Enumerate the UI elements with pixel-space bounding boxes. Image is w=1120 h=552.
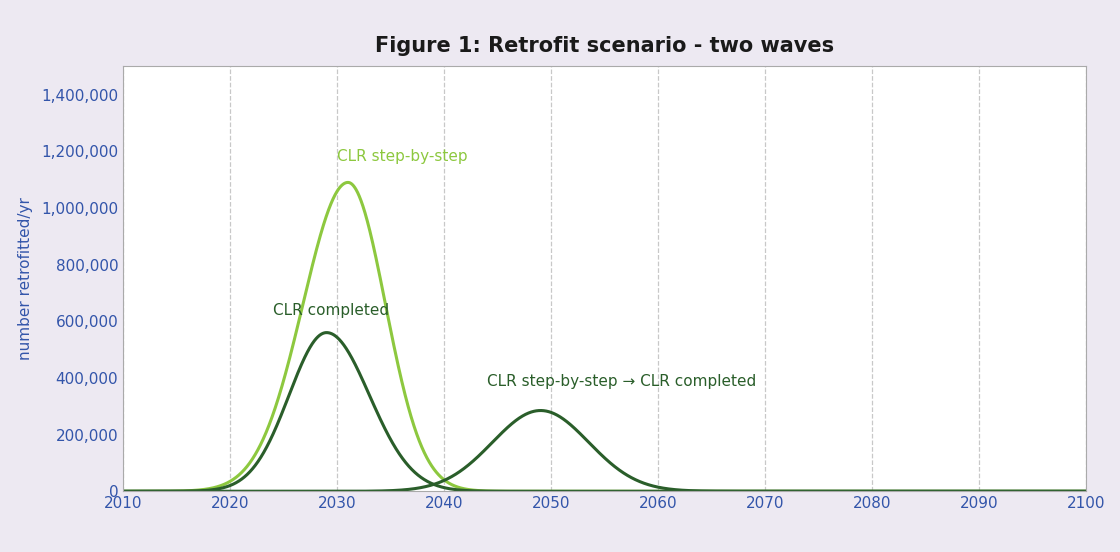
Title: Figure 1: Retrofit scenario - two waves: Figure 1: Retrofit scenario - two waves: [375, 36, 834, 56]
Y-axis label: number retrofitted/yr: number retrofitted/yr: [18, 197, 32, 360]
Text: CLR completed: CLR completed: [273, 304, 389, 319]
Text: CLR step-by-step → CLR completed: CLR step-by-step → CLR completed: [487, 374, 756, 389]
Text: CLR step-by-step: CLR step-by-step: [337, 149, 468, 164]
